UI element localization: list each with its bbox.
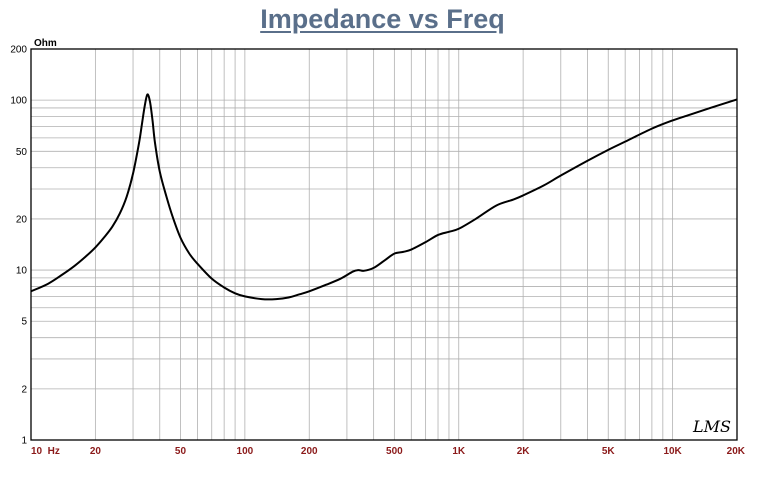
x-tick-label: 50 [175,446,187,457]
axis-labels: Ohm 1 2 5 10 20 50 100 200 10 Hz 20 50 100 200 500 1K 2… [10,38,745,457]
x-tick-label: 20K [727,446,746,457]
y-tick-label: 5 [21,317,27,328]
x-tick-label: 500 [386,446,403,457]
y-tick-label: 200 [10,45,27,56]
x-tick-label: 100 [237,446,254,457]
x-tick-label: 5K [602,446,616,457]
x-tick-label: 1K [452,446,466,457]
curve-layer [30,93,738,301]
x-tick-label: 10 Hz [31,446,60,457]
y-tick-label: 50 [16,147,28,158]
x-tick-label: 10K [663,446,682,457]
x-tick-label: 200 [301,446,318,457]
impedance-curve [30,93,738,301]
y-tick-label: 100 [10,96,27,107]
x-tick-label: 2K [517,446,531,457]
x-tick-label: 20 [90,446,102,457]
y-tick-label: 2 [21,384,27,395]
y-tick-label: 10 [16,266,28,277]
lms-brand-label: LMS [692,417,731,436]
y-tick-label: 1 [21,436,27,447]
grid-lines [31,49,737,440]
y-tick-label: 20 [16,214,28,225]
chart-title: Impedance vs Freq [260,4,505,34]
plot-frame [30,48,738,441]
y-unit-label: Ohm [34,38,57,49]
